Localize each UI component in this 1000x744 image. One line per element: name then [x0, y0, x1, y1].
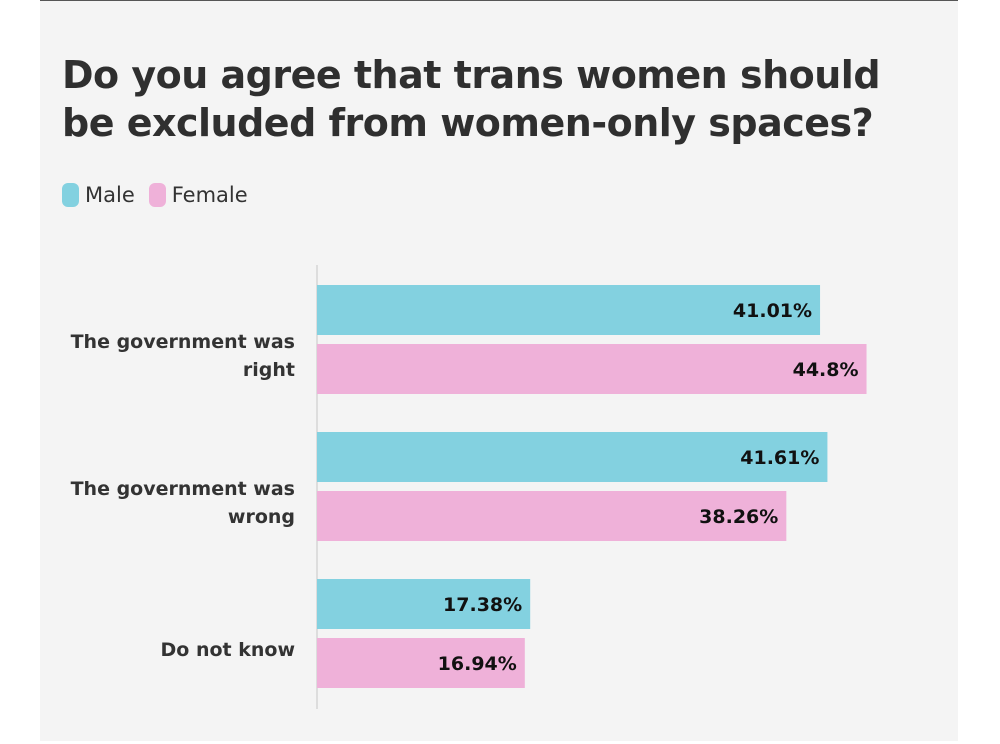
value-label-female-2: 16.94% — [438, 653, 517, 675]
legend-item-female: Female — [148, 183, 248, 207]
value-label-male-1: 41.61% — [740, 447, 819, 469]
legend-label-male: Male — [85, 183, 135, 207]
bar-male-2 — [317, 579, 531, 629]
value-label-male-0: 41.01% — [733, 300, 812, 322]
value-label-male-2: 17.38% — [443, 594, 522, 616]
category-label-1-0: The government was — [71, 478, 295, 500]
bar-female-2 — [317, 638, 525, 688]
value-label-female-1: 38.26% — [699, 506, 778, 528]
chart-title: Do you agree that trans women should be … — [62, 53, 881, 145]
category-label-0-0: The government was — [71, 331, 295, 353]
legend-swatch-female — [148, 183, 166, 207]
category-label-1-1: wrong — [228, 506, 295, 528]
legend: Male Female — [62, 183, 262, 207]
bar-chart: The government was right 41.01% 44.8% The go… — [71, 265, 867, 709]
bar-male-1 — [317, 432, 828, 482]
top-rule — [40, 0, 958, 1]
legend-label-female: Female — [171, 183, 248, 207]
bar-female-0 — [317, 344, 867, 394]
value-label-female-0: 44.8% — [793, 359, 859, 381]
bar-male-0 — [317, 285, 821, 335]
legend-item-male: Male — [62, 183, 135, 207]
chart-card: Do you agree that trans women should be … — [40, 1, 958, 741]
bar-female-1 — [317, 491, 787, 541]
category-label-2-0: Do not know — [161, 639, 295, 661]
legend-swatch-male — [62, 183, 79, 207]
category-label-0-1: right — [243, 359, 295, 381]
